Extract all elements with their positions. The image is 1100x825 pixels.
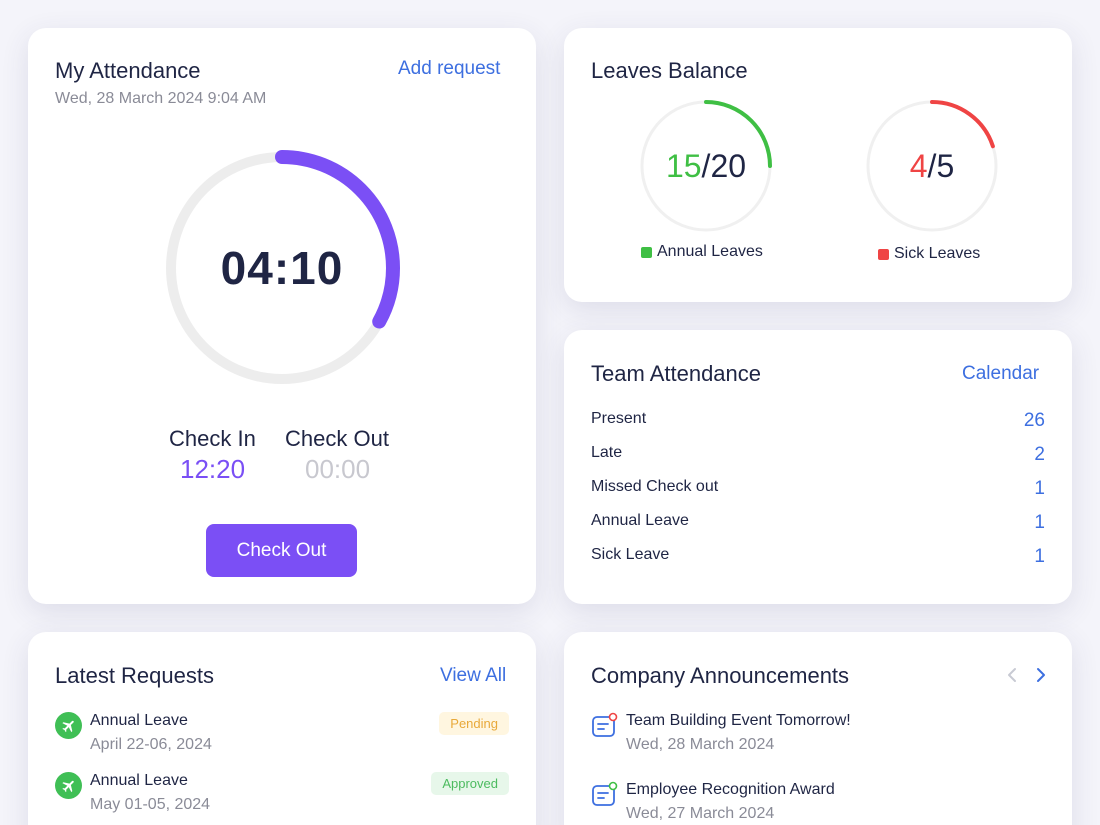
check-in-value: 12:20 <box>180 454 246 484</box>
announcement-title: Employee Recognition Award <box>626 781 835 798</box>
timer-progress-arc <box>164 150 400 386</box>
team-row-value: 2 <box>1034 444 1045 465</box>
sick-leaves-legend: Sick Leaves <box>878 245 980 263</box>
check-out-button[interactable]: Check Out <box>206 524 357 577</box>
annual-leaves-legend: Annual Leaves <box>641 243 763 261</box>
my-attendance-title: My Attendance <box>55 58 201 83</box>
leaves-balance-card: Leaves Balance 15/20 Annual Leaves 4/5 S… <box>564 28 1072 302</box>
attendance-date: Wed, 28 March 2024 9:04 AM <box>55 90 267 107</box>
announcement-item[interactable]: Employee Recognition Award Wed, 27 March… <box>591 781 1045 825</box>
company-announcements-card: Company Announcements Team Building Even… <box>564 632 1072 825</box>
sick-leaves-count: 4/5 <box>862 96 1002 236</box>
announcement-item[interactable]: Team Building Event Tomorrow! Wed, 28 Ma… <box>591 712 1045 764</box>
sick-leaves-arc <box>866 100 998 232</box>
message-icon <box>591 712 619 740</box>
sick-leaves-used: 4 <box>909 147 928 184</box>
request-item[interactable]: Annual Leave May 01-05, 2024 Approved <box>55 772 509 824</box>
team-row-value: 1 <box>1034 546 1045 567</box>
request-name: Annual Leave <box>90 772 188 789</box>
leaves-balance-title: Leaves Balance <box>591 58 748 83</box>
check-out-label: Check Out <box>285 426 389 451</box>
team-row-value: 26 <box>1023 410 1045 431</box>
annual-leaves-used: 15 <box>665 147 702 184</box>
view-all-link[interactable]: View All <box>440 665 507 686</box>
annual-leaves-label: Annual Leaves <box>657 243 763 260</box>
annual-leaves-swatch <box>641 246 652 258</box>
sick-leaves-swatch <box>878 248 889 260</box>
team-row-label: Late <box>591 444 623 461</box>
request-item[interactable]: Annual Leave April 22-06, 2024 Pending <box>55 712 509 764</box>
annual-leaves-count: 15/20 <box>636 96 776 236</box>
team-row-value: 1 <box>1034 512 1045 533</box>
team-row-late: Late 2 <box>591 444 1045 468</box>
latest-requests-title: Latest Requests <box>55 663 214 688</box>
message-icon <box>591 781 619 809</box>
my-attendance-card: My Attendance Add request Wed, 28 March … <box>28 28 536 604</box>
check-in-label: Check In <box>169 426 256 451</box>
calendar-link[interactable]: Calendar <box>962 363 1040 384</box>
team-row-missed-check-out: Missed Check out 1 <box>591 478 1045 502</box>
team-attendance-title: Team Attendance <box>591 361 762 386</box>
status-badge-pending: Pending <box>439 712 509 735</box>
team-row-annual-leave: Annual Leave 1 <box>591 512 1045 536</box>
team-row-sick-leave: Sick Leave 1 <box>591 546 1045 570</box>
team-row-label: Annual Leave <box>591 512 689 529</box>
annual-leaves-total: /20 <box>701 147 747 184</box>
timer-value: 04:10 <box>220 242 344 294</box>
latest-requests-card: Latest Requests View All Annual Leave Ap… <box>28 632 536 825</box>
team-attendance-card: Team Attendance Calendar Present 26 Late… <box>564 330 1072 604</box>
airplane-icon <box>55 712 82 739</box>
company-announcements-title: Company Announcements <box>591 663 850 688</box>
chevron-right-icon[interactable] <box>1031 662 1051 688</box>
timer-ring: 04:10 <box>158 144 406 392</box>
team-row-label: Missed Check out <box>591 478 719 495</box>
announcement-date: Wed, 27 March 2024 <box>626 805 775 822</box>
team-row-label: Present <box>591 410 647 427</box>
announcement-title: Team Building Event Tomorrow! <box>626 712 851 729</box>
status-badge-approved: Approved <box>431 772 509 795</box>
request-date: April 22-06, 2024 <box>90 736 212 753</box>
sick-leaves-total: /5 <box>927 147 955 184</box>
request-name: Annual Leave <box>90 712 188 729</box>
check-out-value: 00:00 <box>305 454 371 484</box>
chevron-left-icon[interactable] <box>1002 662 1022 688</box>
request-date: May 01-05, 2024 <box>90 796 211 813</box>
sick-leaves-label: Sick Leaves <box>894 245 981 262</box>
airplane-icon <box>55 772 82 799</box>
announcement-date: Wed, 28 March 2024 <box>626 736 775 753</box>
annual-leaves-arc <box>640 100 772 232</box>
team-row-value: 1 <box>1034 478 1045 499</box>
sick-leaves-gauge: 4/5 <box>862 96 1002 236</box>
team-row-label: Sick Leave <box>591 546 670 563</box>
add-request-link[interactable]: Add request <box>398 58 501 79</box>
team-row-present: Present 26 <box>591 410 1045 434</box>
annual-leaves-gauge: 15/20 <box>636 96 776 236</box>
